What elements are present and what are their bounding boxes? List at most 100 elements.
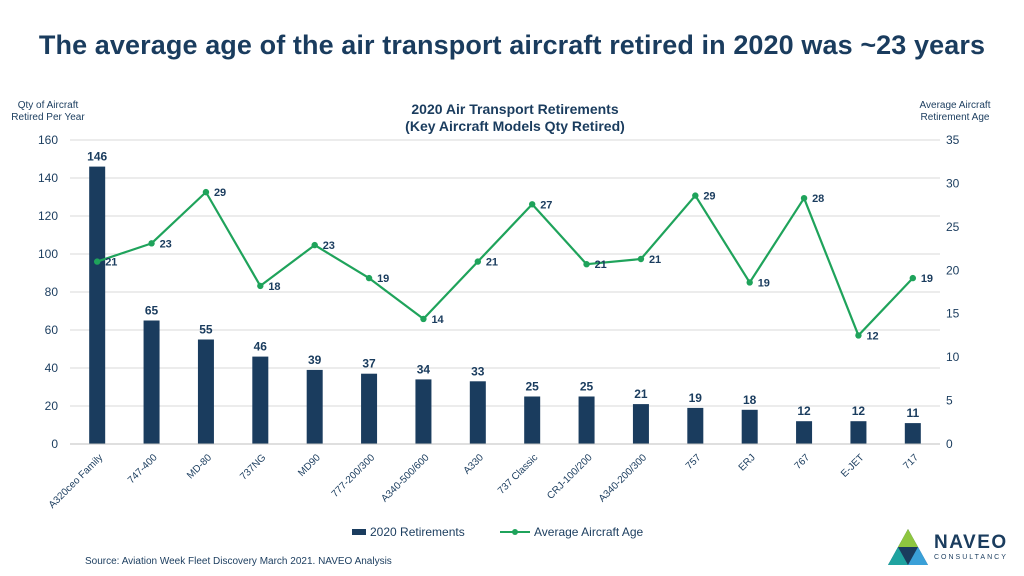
average-age-label: 21 <box>105 257 117 269</box>
bar-value-label: 39 <box>308 353 322 367</box>
right-axis-tick-label: 15 <box>946 307 960 321</box>
category-tick-label: 747-400 <box>126 452 160 486</box>
category-tick-label: 777-200/300 <box>330 452 378 500</box>
average-age-point <box>692 192 699 199</box>
average-age-label: 21 <box>486 257 498 269</box>
naveo-logo: NAVEO CONSULTANCY <box>886 527 1016 567</box>
average-age-label: 29 <box>703 191 715 203</box>
bar <box>415 379 432 444</box>
bar-value-label: 25 <box>526 380 540 394</box>
category-tick-label: E-JET <box>839 452 866 479</box>
bar <box>361 373 378 444</box>
average-age-point <box>855 332 862 339</box>
left-axis-tick-label: 120 <box>38 209 58 223</box>
average-age-label: 19 <box>377 273 389 285</box>
legend-item-retirements: 2020 Retirements <box>352 525 465 539</box>
legend-label-retirements: 2020 Retirements <box>370 525 465 539</box>
left-axis-tick-label: 100 <box>38 247 58 261</box>
right-axis-title: Average Aircraft Retirement Age <box>919 100 991 123</box>
right-axis-tick-label: 5 <box>946 394 953 408</box>
bar <box>632 404 649 444</box>
bar-value-label: 55 <box>199 323 213 337</box>
category-tick-label: A330 <box>462 452 487 477</box>
average-age-point <box>420 315 427 323</box>
headline: The average age of the air transport air… <box>38 30 986 60</box>
average-age-point <box>583 261 590 268</box>
right-axis-tick-label: 0 <box>946 437 953 451</box>
bar-value-label: 34 <box>417 362 431 376</box>
source-note: Source: Aviation Week Fleet Discovery Ma… <box>85 556 392 567</box>
bar-value-label: 25 <box>580 380 594 394</box>
category-tick-label: A320ceo Family <box>47 452 105 510</box>
bar <box>687 407 704 444</box>
left-axis-tick-label: 160 <box>38 133 58 147</box>
average-age-point <box>202 188 210 196</box>
category-tick-label: ERJ <box>737 452 758 473</box>
average-age-point <box>365 274 373 282</box>
left-axis-tick-label: 40 <box>45 361 59 375</box>
category-tick-label: 717 <box>901 452 921 472</box>
bar <box>469 381 486 444</box>
left-axis-title: Qty of Aircraft Retired Per Year <box>11 100 85 123</box>
average-age-point <box>909 274 917 282</box>
average-age-label: 12 <box>866 330 878 342</box>
category-tick-label: 757 <box>684 452 704 472</box>
bar <box>252 356 269 444</box>
average-age-label: 28 <box>812 193 824 205</box>
category-tick-label: 767 <box>793 452 813 472</box>
left-axis-tick-label: 20 <box>45 399 59 413</box>
bar-value-label: 46 <box>254 340 268 354</box>
category-tick-label: CRJ-100/200 <box>545 452 595 502</box>
category-tick-label: MD90 <box>296 452 323 479</box>
category-tick-label: 737NG <box>238 452 268 482</box>
chart-title-line1: 2020 Air Transport Retirements <box>411 101 619 117</box>
bar <box>143 320 160 444</box>
bar-value-label: 18 <box>743 393 757 407</box>
legend: 2020 Retirements Average Aircraft Age <box>330 525 700 543</box>
average-age-point <box>800 194 808 202</box>
bar-value-label: 146 <box>87 150 107 164</box>
average-age-label: 14 <box>431 314 444 326</box>
category-tick-label: MD-80 <box>185 452 214 481</box>
logo-tagline: CONSULTANCY <box>934 554 1008 561</box>
chart-title: 2020 Air Transport Retirements (Key Airc… <box>330 101 700 135</box>
average-age-label: 23 <box>323 240 335 252</box>
bar <box>796 421 813 444</box>
average-age-line <box>96 191 914 337</box>
average-age-label: 19 <box>758 277 770 289</box>
bar <box>197 339 214 444</box>
bar-value-label: 33 <box>471 364 485 378</box>
average-age-label: 29 <box>214 187 226 199</box>
bar <box>306 369 323 444</box>
average-age-point <box>148 240 155 247</box>
category-tick-label: 737 Classic <box>496 452 540 496</box>
average-age-label: 18 <box>268 281 280 293</box>
bar <box>524 396 541 444</box>
chart-title-line2: (Key Aircraft Models Qty Retired) <box>405 118 625 134</box>
right-axis-tick-label: 10 <box>946 350 960 364</box>
bar <box>904 423 921 444</box>
category-tick-label: A340-200/300 <box>597 452 650 505</box>
average-age-point <box>257 282 264 290</box>
average-age-point <box>311 241 318 249</box>
left-axis-tick-label: 60 <box>45 323 59 337</box>
left-axis-tick-label: 80 <box>45 285 59 299</box>
left-axis-tick-label: 0 <box>51 437 58 451</box>
legend-line-swatch <box>500 529 530 535</box>
naveo-logo-mark-icon <box>888 529 928 565</box>
average-age-point <box>637 255 645 263</box>
category-tick-label: A340-500/600 <box>379 452 432 505</box>
average-age-label: 19 <box>921 273 933 285</box>
average-age-point <box>93 258 101 265</box>
average-age-point <box>746 279 753 286</box>
right-axis-tick-label: 30 <box>946 176 960 190</box>
bar-value-label: 12 <box>797 404 811 418</box>
bar-value-label: 12 <box>852 404 866 418</box>
right-axis-tick-label: 20 <box>946 263 960 277</box>
bar <box>741 409 758 444</box>
average-age-label: 21 <box>595 259 607 271</box>
average-age-label: 21 <box>649 254 661 266</box>
bar <box>89 166 106 444</box>
right-axis-tick-label: 35 <box>946 133 960 147</box>
